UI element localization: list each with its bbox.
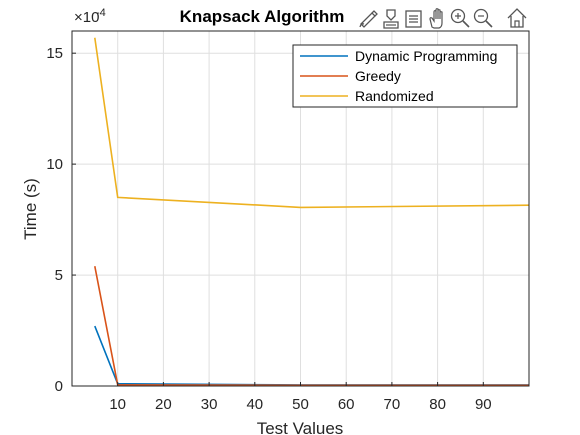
y-exponent-base: ×10: [74, 9, 99, 26]
legend-label-dp: Dynamic Programming: [355, 48, 497, 64]
x-tick-label: 90: [475, 396, 492, 413]
x-ticks: 10 20 30 40 50 60 70 80 90: [109, 382, 492, 413]
x-tick-label: 80: [429, 396, 446, 413]
x-tick-label: 70: [384, 396, 401, 413]
x-tick-label: 10: [109, 396, 126, 413]
y-axis-title: Time (s): [21, 178, 40, 240]
y-tick-label: 10: [46, 156, 63, 173]
y-exponent-power: -4: [96, 7, 106, 19]
x-tick-label: 50: [292, 396, 309, 413]
x-tick-label: 30: [201, 396, 218, 413]
legend-toggle-icon[interactable]: [405, 10, 422, 28]
brush-icon[interactable]: [359, 10, 378, 28]
y-tick-label: 15: [46, 45, 63, 62]
legend[interactable]: Dynamic Programming Greedy Randomized: [292, 44, 518, 108]
legend-label-greedy: Greedy: [355, 68, 401, 84]
legend-label-randomized: Randomized: [355, 88, 434, 104]
y-tick-label: 0: [55, 378, 63, 395]
x-tick-label: 20: [155, 396, 172, 413]
data-tips-icon[interactable]: [383, 9, 399, 29]
zoom-out-icon[interactable]: [473, 8, 493, 28]
chart-title: Knapsack Algorithm: [180, 7, 345, 26]
x-axis-title: Test Values: [257, 419, 344, 435]
x-tick-label: 60: [338, 396, 355, 413]
zoom-in-icon[interactable]: [450, 8, 470, 28]
pan-icon[interactable]: [429, 8, 443, 29]
home-icon[interactable]: [507, 8, 527, 28]
y-tick-label: 5: [55, 267, 63, 284]
axes-toolbar: [359, 8, 527, 29]
y-ticks: 0 5 10 15: [46, 45, 76, 395]
series-line-randomized: [94, 37, 530, 209]
x-tick-label: 40: [246, 396, 263, 413]
